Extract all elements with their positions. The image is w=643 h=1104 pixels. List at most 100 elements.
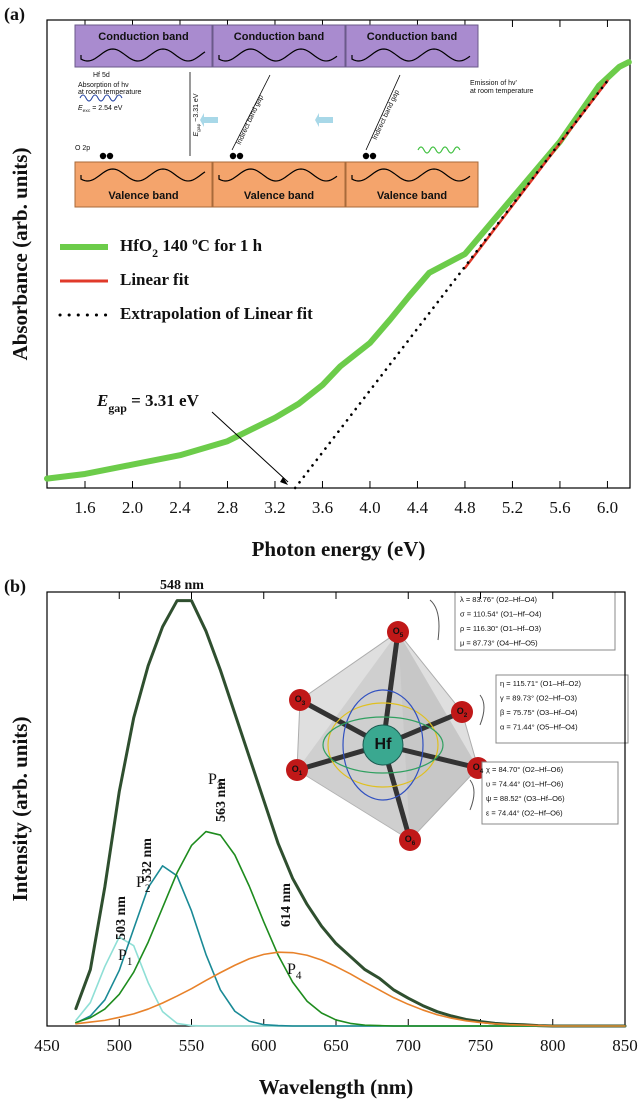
- hole: [106, 152, 114, 160]
- x-tick-label: 550: [179, 1036, 205, 1055]
- panel-label: (a): [4, 4, 25, 25]
- band-wave: [351, 48, 471, 62]
- angle-arc: [322, 716, 444, 774]
- band-label: Valence band: [108, 190, 178, 202]
- band-label: Conduction band: [234, 31, 324, 43]
- transition: [365, 74, 401, 151]
- valence-band: [345, 161, 479, 208]
- y-axis-label: Intensity (arb. units): [8, 717, 32, 902]
- inset-label: Eexc = 2.54 eV: [78, 105, 123, 114]
- angle-text: χ = 84.70° (O2–Hf–O6): [486, 765, 564, 774]
- x-tick-label: 2.8: [217, 498, 238, 517]
- plot-frame: [46, 19, 631, 489]
- x-tick-label: 3.2: [264, 498, 285, 517]
- valence-band: [212, 161, 346, 208]
- octahedron: [286, 591, 629, 851]
- atom-label: O5: [393, 626, 404, 639]
- peak-name: P3: [208, 771, 223, 792]
- inset-label: Hf 5d: [93, 72, 110, 79]
- angle-box: [495, 674, 629, 744]
- x-axis-label: Wavelength (nm): [259, 1075, 414, 1099]
- angle-text: η = 115.71° (O1–Hf–O2): [500, 679, 582, 688]
- peak-name: P1: [118, 947, 133, 968]
- x-tick-label: 3.6: [312, 498, 333, 517]
- atom-o: [387, 621, 409, 643]
- x-tick-label: 800: [540, 1036, 566, 1055]
- x-tick-label: 4.0: [359, 498, 380, 517]
- peak-label: 548 nm: [160, 578, 204, 593]
- atom-o: [451, 701, 473, 723]
- angle-text: α = 71.44° (O5–Hf–O4): [500, 722, 578, 731]
- series-line: [293, 79, 609, 490]
- x-tick-label: 5.6: [549, 498, 570, 517]
- x-tick-label: 450: [34, 1036, 60, 1055]
- inset-label: Indirect band gap: [372, 89, 401, 141]
- x-tick-label: 700: [396, 1036, 422, 1055]
- band-label: Valence band: [377, 190, 447, 202]
- step-arrow: [315, 113, 333, 127]
- angle-text: ε = 74.44° (O2–Hf–O6): [486, 808, 563, 817]
- brace: [469, 779, 475, 811]
- series-line: [75, 936, 626, 1027]
- x-axis-label: Photon energy (eV): [252, 537, 426, 561]
- hole: [362, 152, 370, 160]
- atom-label: O1: [292, 764, 303, 777]
- atom-label: O6: [405, 834, 416, 847]
- inset-label: Egap ~3.31 eV: [193, 93, 202, 136]
- peak-label: 532 nm: [140, 838, 155, 882]
- valence-band: [74, 161, 213, 208]
- legend-label: Extrapolation of Linear fit: [120, 304, 313, 323]
- angle-arc: [342, 689, 424, 801]
- arrow-head: [280, 477, 289, 485]
- x-tick-label: 850: [612, 1036, 638, 1055]
- band-wave: [218, 48, 338, 62]
- band-label: Conduction band: [98, 31, 188, 43]
- angle-text: β = 75.75° (O3–Hf–O4): [500, 708, 578, 717]
- band-wave: [218, 168, 338, 182]
- legend-label: Linear fit: [120, 270, 189, 289]
- x-tick-label: 2.4: [169, 498, 191, 517]
- angle-box: [481, 761, 619, 825]
- atom-label: O3: [295, 694, 306, 707]
- band-wave: [80, 168, 206, 182]
- x-tick-label: 4.4: [407, 498, 429, 517]
- x-tick-label: 650: [323, 1036, 349, 1055]
- hole: [229, 152, 237, 160]
- inset-label: Indirect band gap: [236, 94, 265, 146]
- step-arrow: [200, 113, 218, 127]
- inset-label: O 2p: [75, 145, 90, 152]
- inset-label: at room temperature: [78, 89, 142, 96]
- x-tick-label: 4.8: [454, 498, 475, 517]
- angle-text: λ = 83.76° (O2–Hf–O4): [460, 595, 537, 604]
- band-wave: [351, 168, 471, 182]
- peak-name: P2: [136, 874, 151, 895]
- panel-label: (b): [4, 576, 26, 597]
- hole: [369, 152, 377, 160]
- y-axis-label: Absorbance (arb. units): [8, 148, 32, 361]
- transition: [231, 74, 271, 151]
- atom-o: [289, 689, 311, 711]
- angle-text: γ = 89.73° (O2–Hf–O3): [500, 693, 577, 702]
- annotation-arrow: [211, 411, 289, 483]
- angle-box: [454, 591, 616, 651]
- atom-label: O2: [457, 706, 468, 719]
- peak-label: 614 nm: [279, 883, 294, 927]
- angle-text: μ = 87.73° (O4–Hf–O5): [460, 638, 538, 647]
- peak-label: 563 nm: [214, 778, 229, 822]
- legend-label: HfO2 140 ºC for 1 h: [120, 236, 263, 260]
- hole: [236, 152, 244, 160]
- inset-label: at room temperature: [470, 88, 534, 95]
- band-wave: [80, 48, 206, 62]
- angle-text: ψ = 88.52° (O3–Hf–O6): [486, 794, 565, 803]
- inset-label: Emission of hν': [470, 80, 517, 87]
- annotation: Egap = 3.31 eV: [96, 391, 200, 415]
- angle-arc: [327, 702, 439, 788]
- brace: [429, 599, 440, 641]
- x-tick-label: 1.6: [74, 498, 95, 517]
- atom-o: [399, 829, 421, 851]
- octahedron-face: [398, 632, 478, 840]
- series-line: [75, 830, 626, 1027]
- photon: [417, 146, 461, 154]
- band-label: Valence band: [244, 190, 314, 202]
